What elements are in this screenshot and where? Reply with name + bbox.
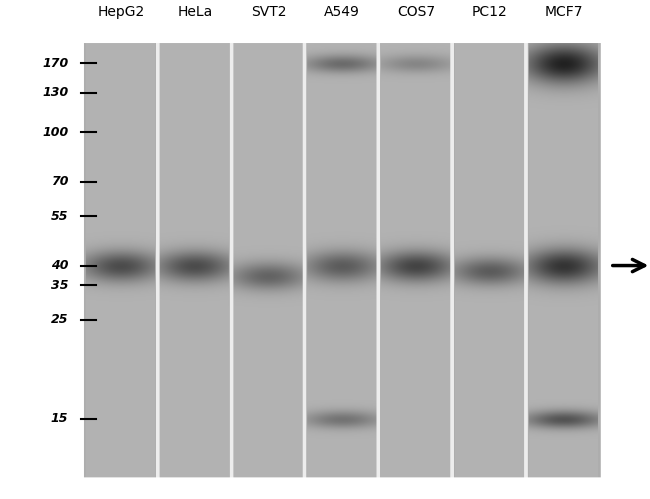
Text: 70: 70: [51, 175, 68, 188]
Text: MCF7: MCF7: [544, 4, 582, 18]
Text: HepG2: HepG2: [98, 4, 145, 18]
Text: 170: 170: [42, 56, 68, 70]
Text: A549: A549: [324, 4, 360, 18]
Text: PC12: PC12: [472, 4, 508, 18]
Text: 100: 100: [42, 126, 68, 139]
Text: HeLa: HeLa: [177, 4, 213, 18]
Text: COS7: COS7: [397, 4, 435, 18]
Text: 25: 25: [51, 313, 68, 326]
Text: 55: 55: [51, 210, 68, 223]
Text: 15: 15: [51, 412, 68, 425]
Text: 40: 40: [51, 259, 68, 272]
Text: 35: 35: [51, 279, 68, 292]
Text: 130: 130: [42, 86, 68, 99]
Text: SVT2: SVT2: [251, 4, 286, 18]
